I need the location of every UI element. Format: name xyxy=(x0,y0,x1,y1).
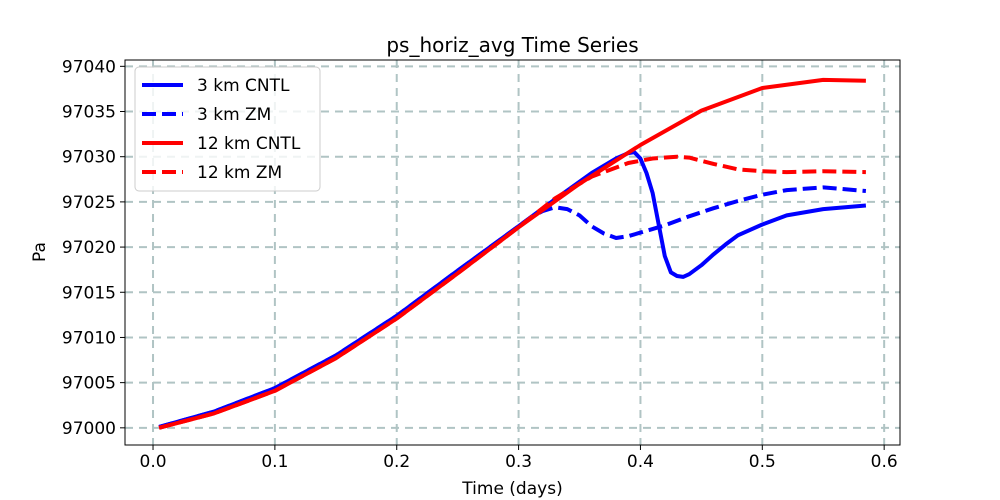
x-tick-label: 0.6 xyxy=(871,452,898,472)
y-axis: 97000 97005 97010 97015 97020 97025 97030 97035… xyxy=(62,57,125,439)
series-group xyxy=(158,77,867,430)
x-tick-label: 0.3 xyxy=(505,452,532,472)
x-axis: 0.0 0.1 0.2 0.3 0.4 0.5 0.6 xyxy=(140,445,898,472)
y-tick-label: 97030 xyxy=(62,148,116,168)
y-tick-label: 97010 xyxy=(62,328,116,348)
x-tick-label: 0.4 xyxy=(627,452,654,472)
x-tick-label: 0.0 xyxy=(140,452,167,472)
legend-label: 3 km CNTL xyxy=(197,76,290,96)
chart-title: ps_horiz_avg Time Series xyxy=(386,33,638,57)
y-tick-label: 97040 xyxy=(62,57,116,77)
plot-area xyxy=(124,59,901,446)
x-tick-label: 0.5 xyxy=(749,452,776,472)
y-axis-label: Pa xyxy=(30,242,50,262)
series-line xyxy=(158,185,867,429)
series-line xyxy=(158,150,867,429)
y-tick-label: 97020 xyxy=(62,238,116,258)
x-tick-label: 0.2 xyxy=(383,452,410,472)
legend-frame xyxy=(134,66,321,192)
legend-label: 12 km ZM xyxy=(197,163,282,183)
legend: 3 km CNTL 3 km ZM 12 km CNTL 12 km ZM xyxy=(134,66,321,192)
y-tick-label: 97005 xyxy=(62,374,116,394)
y-tick-label: 97000 xyxy=(62,419,116,439)
y-tick-label: 97025 xyxy=(62,193,116,213)
x-tick-label: 0.1 xyxy=(261,452,288,472)
y-tick-label: 97035 xyxy=(62,103,116,123)
series-line xyxy=(158,154,866,430)
legend-label: 3 km ZM xyxy=(197,105,271,125)
x-axis-label: Time (days) xyxy=(461,479,562,499)
y-tick-label: 97015 xyxy=(62,283,116,303)
legend-label: 12 km CNTL xyxy=(197,134,301,154)
